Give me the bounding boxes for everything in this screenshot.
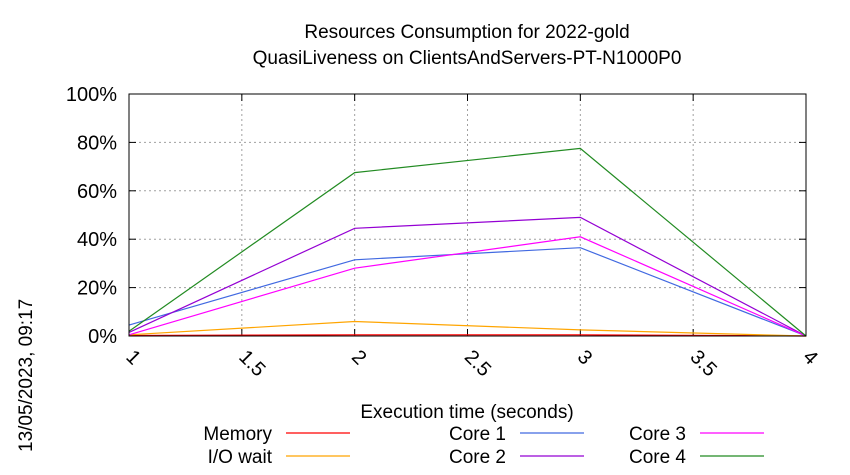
series-line-core-4 — [128, 147, 807, 337]
data-series — [128, 147, 807, 337]
timestamp: 13/05/2023, 09:17 — [16, 299, 37, 452]
legend-label-core-2: Core 2 — [449, 447, 506, 468]
legend-label-i-o-wait: I/O wait — [208, 447, 273, 468]
y-tick-label: 60% — [77, 181, 117, 203]
x-tick-label: 4 — [798, 346, 821, 369]
chart-title-line-1: Resources Consumption for 2022-gold — [304, 22, 629, 43]
y-tick-label: 40% — [77, 229, 117, 251]
y-axis-ticks: 0% 20% 40% 60% 80% 100% — [66, 84, 806, 348]
series-line-i-o-wait — [128, 320, 807, 337]
legend-label-core-4: Core 4 — [629, 447, 686, 468]
y-tick-label: 0% — [88, 326, 117, 348]
legend-label-core-3: Core 3 — [629, 424, 686, 445]
x-tick-label: 1 — [121, 346, 144, 369]
x-tick-label: 2.5 — [460, 346, 495, 381]
chart-title-line-2: QuasiLiveness on ClientsAndServers-PT-N1… — [253, 48, 682, 69]
y-tick-label: 100% — [66, 84, 117, 106]
x-axis-label: Execution time (seconds) — [360, 402, 573, 423]
grid-lines — [129, 94, 806, 336]
x-tick-label: 1.5 — [234, 346, 269, 381]
legend-label-memory: Memory — [203, 424, 272, 445]
series-line-core-2 — [128, 216, 807, 337]
plot-frame — [128, 93, 807, 337]
x-tick-label: 3.5 — [686, 346, 721, 381]
legend-label-core-1: Core 1 — [449, 424, 506, 445]
x-axis-ticks: 1 1.5 2 2.5 3 3.5 4 — [121, 94, 822, 381]
x-tick-label: 3 — [573, 346, 596, 369]
series-line-core-3 — [128, 236, 807, 337]
y-tick-label: 80% — [77, 132, 117, 154]
series-line-core-1 — [128, 247, 807, 337]
y-tick-label: 20% — [77, 278, 117, 300]
x-tick-label: 2 — [347, 346, 370, 369]
series-line-memory — [128, 334, 807, 337]
